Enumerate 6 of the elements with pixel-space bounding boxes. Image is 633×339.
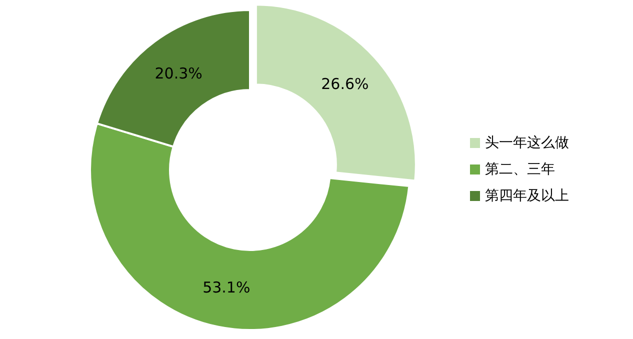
legend-label: 头一年这么做 (485, 135, 569, 151)
legend-label: 第四年及以上 (485, 188, 569, 204)
legend-label: 第二、三年 (485, 162, 555, 178)
data-label: 53.1% (202, 278, 250, 297)
data-label: 26.6% (321, 75, 369, 94)
data-label: 20.3% (154, 64, 202, 83)
